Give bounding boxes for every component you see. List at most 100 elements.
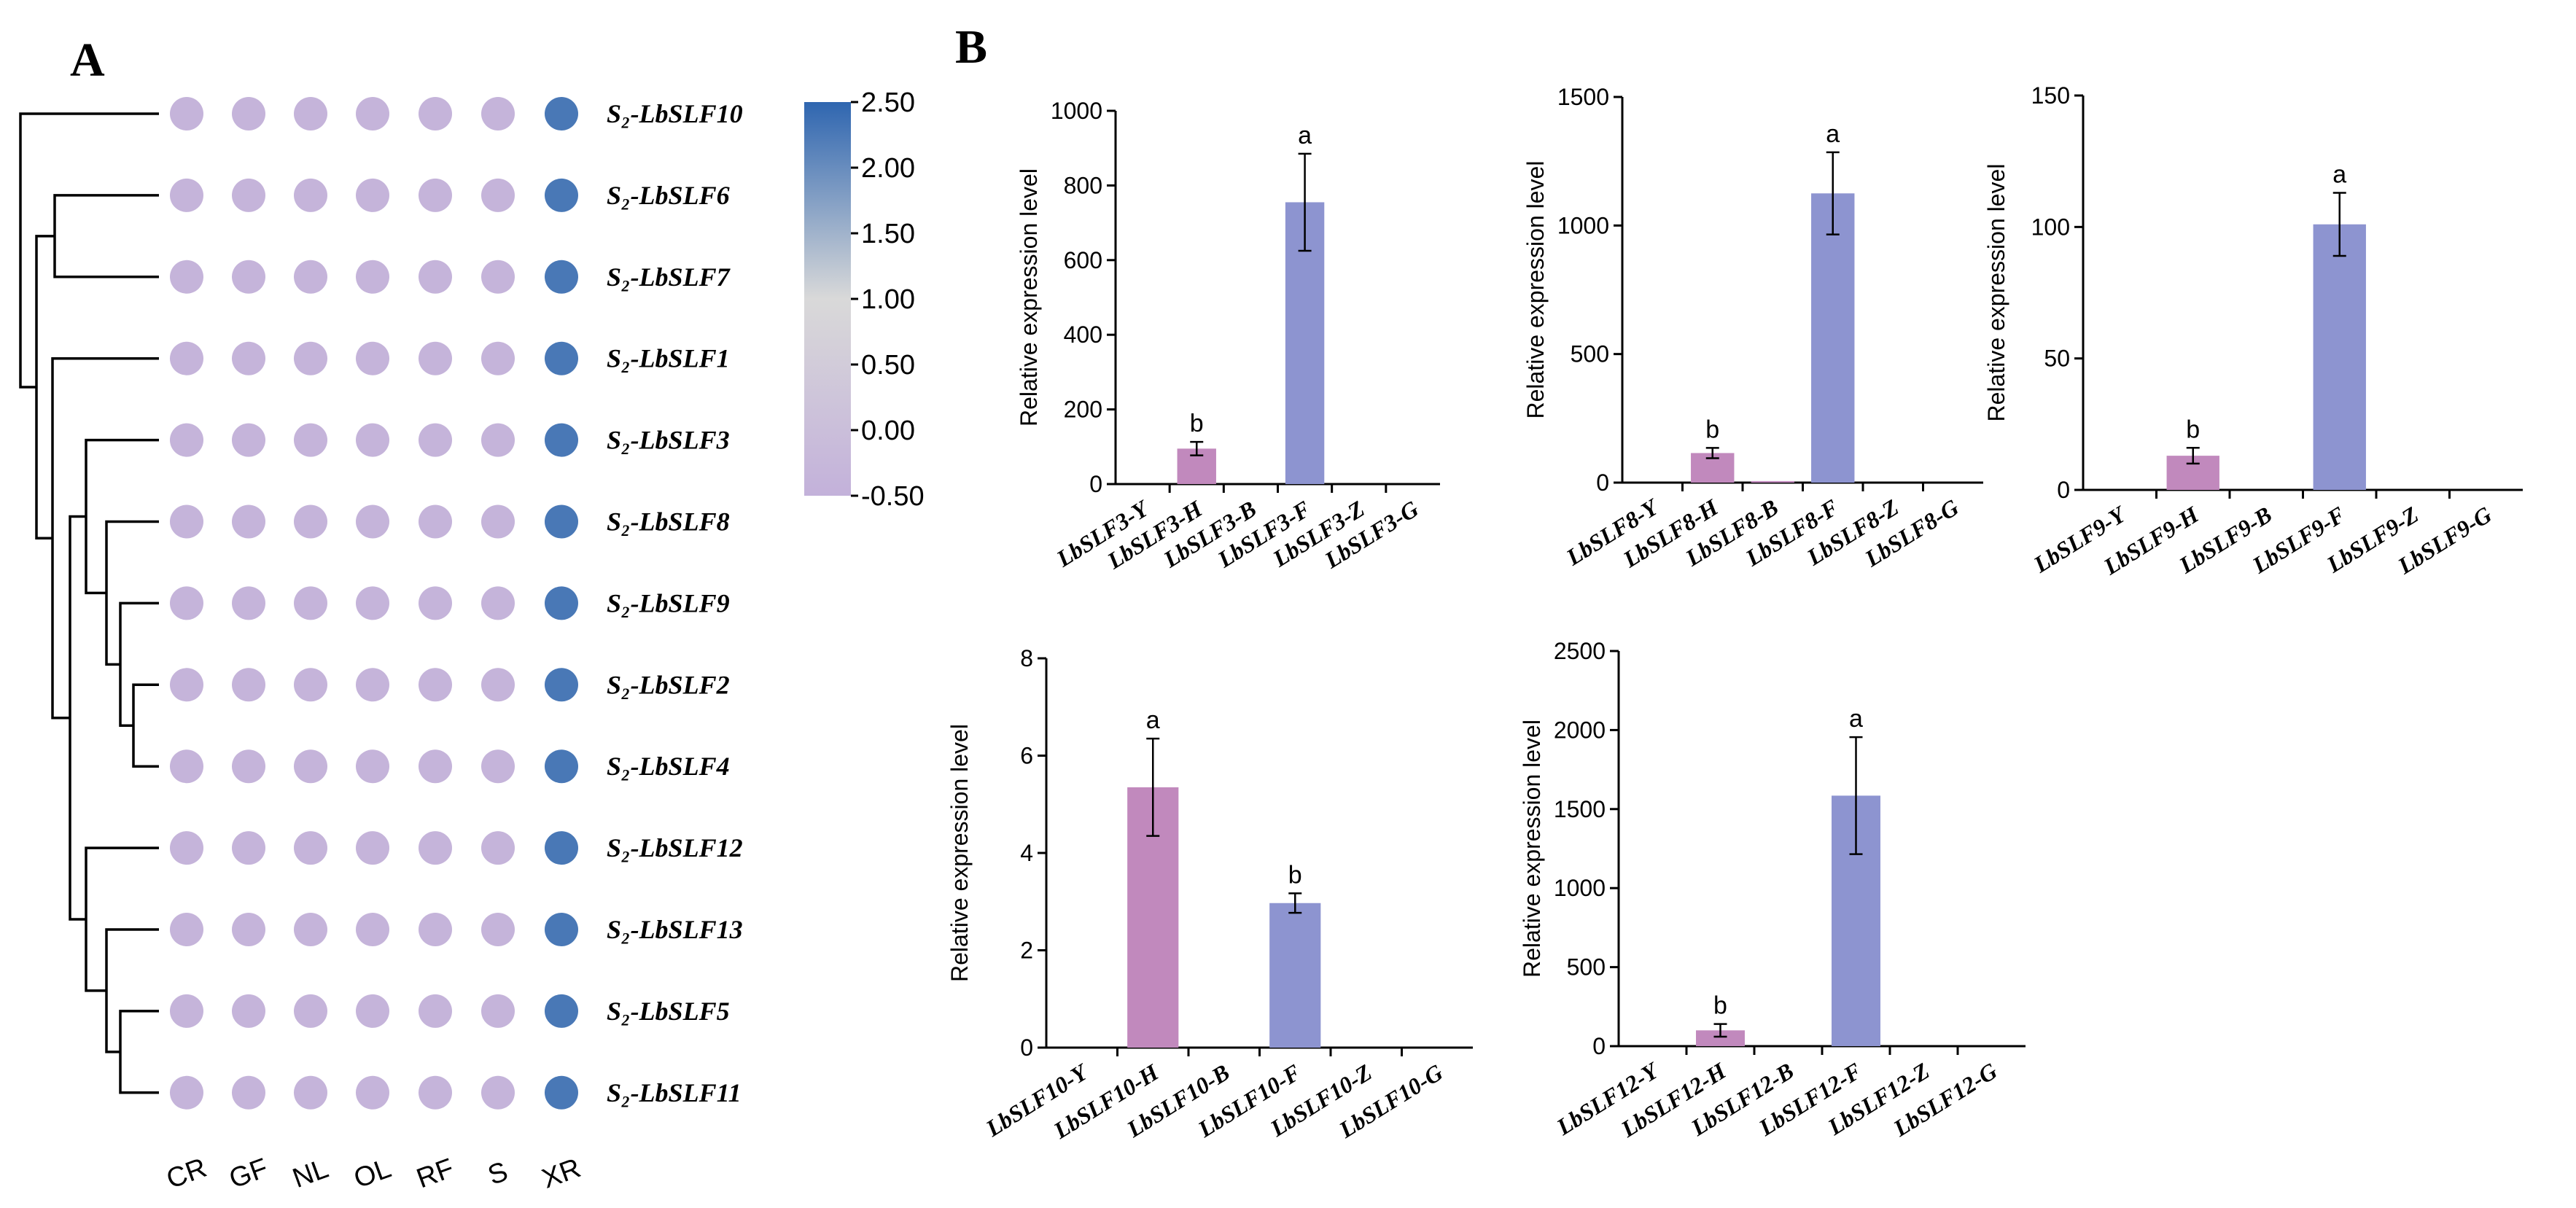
y-tick-label: 200 <box>1064 397 1102 423</box>
row-label-s-lbslf13: S₂-LbSLF13 <box>607 915 743 944</box>
dendrogram-branch <box>53 194 159 278</box>
heatmap-cell <box>294 1075 327 1110</box>
y-tick-label: 500 <box>1571 341 1609 367</box>
y-tick-label: 2500 <box>1554 638 1606 664</box>
column-label-nl: NL <box>289 1153 332 1194</box>
heatmap-cell <box>356 749 389 784</box>
bar-chart-5: 0 500 1000 1500 2000 2500 Relative expression … <box>1519 638 2026 1142</box>
bar-lbslf12-h <box>1696 1030 1745 1046</box>
heatmap-cell <box>232 586 265 620</box>
heatmap-cell <box>419 341 452 375</box>
heatmap-cell <box>232 749 265 784</box>
heatmap-cell <box>294 504 327 539</box>
y-tick-label: 0 <box>1592 1033 1606 1059</box>
heatmap-cell <box>232 423 265 457</box>
heatmap-cell <box>232 178 265 212</box>
heatmap-cell <box>170 423 203 457</box>
row-label-s-lbslf6: S₂-LbSLF6 <box>607 181 730 210</box>
significance-label: b <box>1705 416 1719 443</box>
y-tick-label: 1500 <box>1554 796 1606 822</box>
y-tick-label: 6 <box>1020 743 1033 769</box>
heatmap-cell <box>419 260 452 294</box>
dendrogram-branch <box>19 112 159 389</box>
dendrogram-branch <box>85 846 159 992</box>
y-tick-label: 8 <box>1020 645 1033 671</box>
heatmap-cell <box>356 668 389 702</box>
heatmap-cell <box>419 668 452 702</box>
row-label-s-lbslf10: S₂-LbSLF10 <box>607 99 743 128</box>
heatmap-cell <box>545 423 578 457</box>
heatmap-cell <box>545 178 578 212</box>
heatmap-cell <box>170 586 203 620</box>
dendrogram-branch <box>105 928 159 1053</box>
bar-chart-1: 0 200 400 600 800 1000 Relative expression lev… <box>1016 98 1440 574</box>
y-tick-label: 0 <box>1596 469 1609 496</box>
heatmap-cell <box>419 831 452 865</box>
bar-lbslf8-b <box>1751 480 1794 483</box>
heatmap-cell <box>170 831 203 865</box>
colorbar-tick-label: -0.50 <box>861 481 925 512</box>
heatmap-cell <box>294 749 327 784</box>
heatmap-cell <box>419 586 452 620</box>
heatmap-cell <box>232 1075 265 1110</box>
y-tick-label: 0 <box>2057 477 2070 503</box>
colorbar-tick-label: 1.00 <box>861 284 915 315</box>
row-label-s-lbslf4: S₂-LbSLF4 <box>607 752 730 781</box>
heatmap-cell <box>545 668 578 702</box>
heatmap-cell <box>170 994 203 1028</box>
significance-label: a <box>1298 122 1312 149</box>
significance-label: b <box>1713 992 1727 1020</box>
row-label-s-lbslf2: S₂-LbSLF2 <box>607 670 730 699</box>
y-tick-label: 1000 <box>1557 212 1609 238</box>
heatmap-cell <box>356 586 389 620</box>
y-tick-label: 500 <box>1567 954 1606 981</box>
panel-b-letter: B <box>955 20 987 74</box>
colorbar-tick-label: 0.00 <box>861 416 915 446</box>
heatmap-cell <box>170 913 203 946</box>
heatmap-cell <box>481 178 515 212</box>
y-tick-label: 1000 <box>1051 98 1102 124</box>
row-label-s-lbslf9: S₂-LbSLF9 <box>607 588 730 617</box>
dendrogram-branch <box>132 683 159 768</box>
significance-label: a <box>2332 160 2346 188</box>
column-label-rf: RF <box>413 1153 458 1195</box>
heatmap-cell <box>481 97 515 130</box>
heatmap-cell <box>356 994 389 1028</box>
dendrogram-branch <box>69 515 86 921</box>
heatmap-cell <box>419 178 452 212</box>
heatmap-cell <box>419 749 452 784</box>
dendrogram-branch <box>119 601 159 727</box>
heatmap-cell <box>545 994 578 1028</box>
significance-label: b <box>1190 410 1204 437</box>
heatmap-cell <box>232 831 265 865</box>
row-label-s-lbslf7: S₂-LbSLF7 <box>607 262 731 292</box>
y-axis-title: Relative expression level <box>1983 164 2009 422</box>
y-tick-label: 4 <box>1020 840 1033 866</box>
heatmap-cell <box>545 341 578 375</box>
bar-lbslf8-f <box>1811 193 1855 483</box>
heatmap-cell <box>545 586 578 620</box>
heatmap-cell <box>170 668 203 702</box>
colorbar-tick-label: 1.50 <box>861 219 915 249</box>
significance-label: a <box>1826 120 1840 148</box>
y-tick-label: 2 <box>1020 938 1033 964</box>
column-label-gf: GF <box>225 1153 272 1195</box>
heatmap-cell <box>545 97 578 130</box>
heatmap-cell <box>294 423 327 457</box>
column-label-s: S <box>484 1156 512 1191</box>
heatmap-cell <box>294 913 327 946</box>
y-tick-label: 800 <box>1064 172 1102 198</box>
heatmap-cell <box>481 831 515 865</box>
dendrogram-branch <box>119 1010 159 1094</box>
y-tick-label: 100 <box>2031 214 2070 240</box>
heatmap-cell <box>481 749 515 784</box>
heatmap: S₂-LbSLF10 S₂-LbSLF6 S₂-LbSLF7 S₂-LbSLF1 S₂-… <box>163 97 743 1195</box>
row-label-s-lbslf5: S₂-LbSLF5 <box>607 997 730 1026</box>
heatmap-cell <box>545 1075 578 1110</box>
heatmap-cell <box>232 994 265 1028</box>
significance-label: a <box>1146 706 1160 734</box>
row-label-s-lbslf1: S₂-LbSLF1 <box>607 344 730 373</box>
colorbar-gradient <box>804 102 851 496</box>
